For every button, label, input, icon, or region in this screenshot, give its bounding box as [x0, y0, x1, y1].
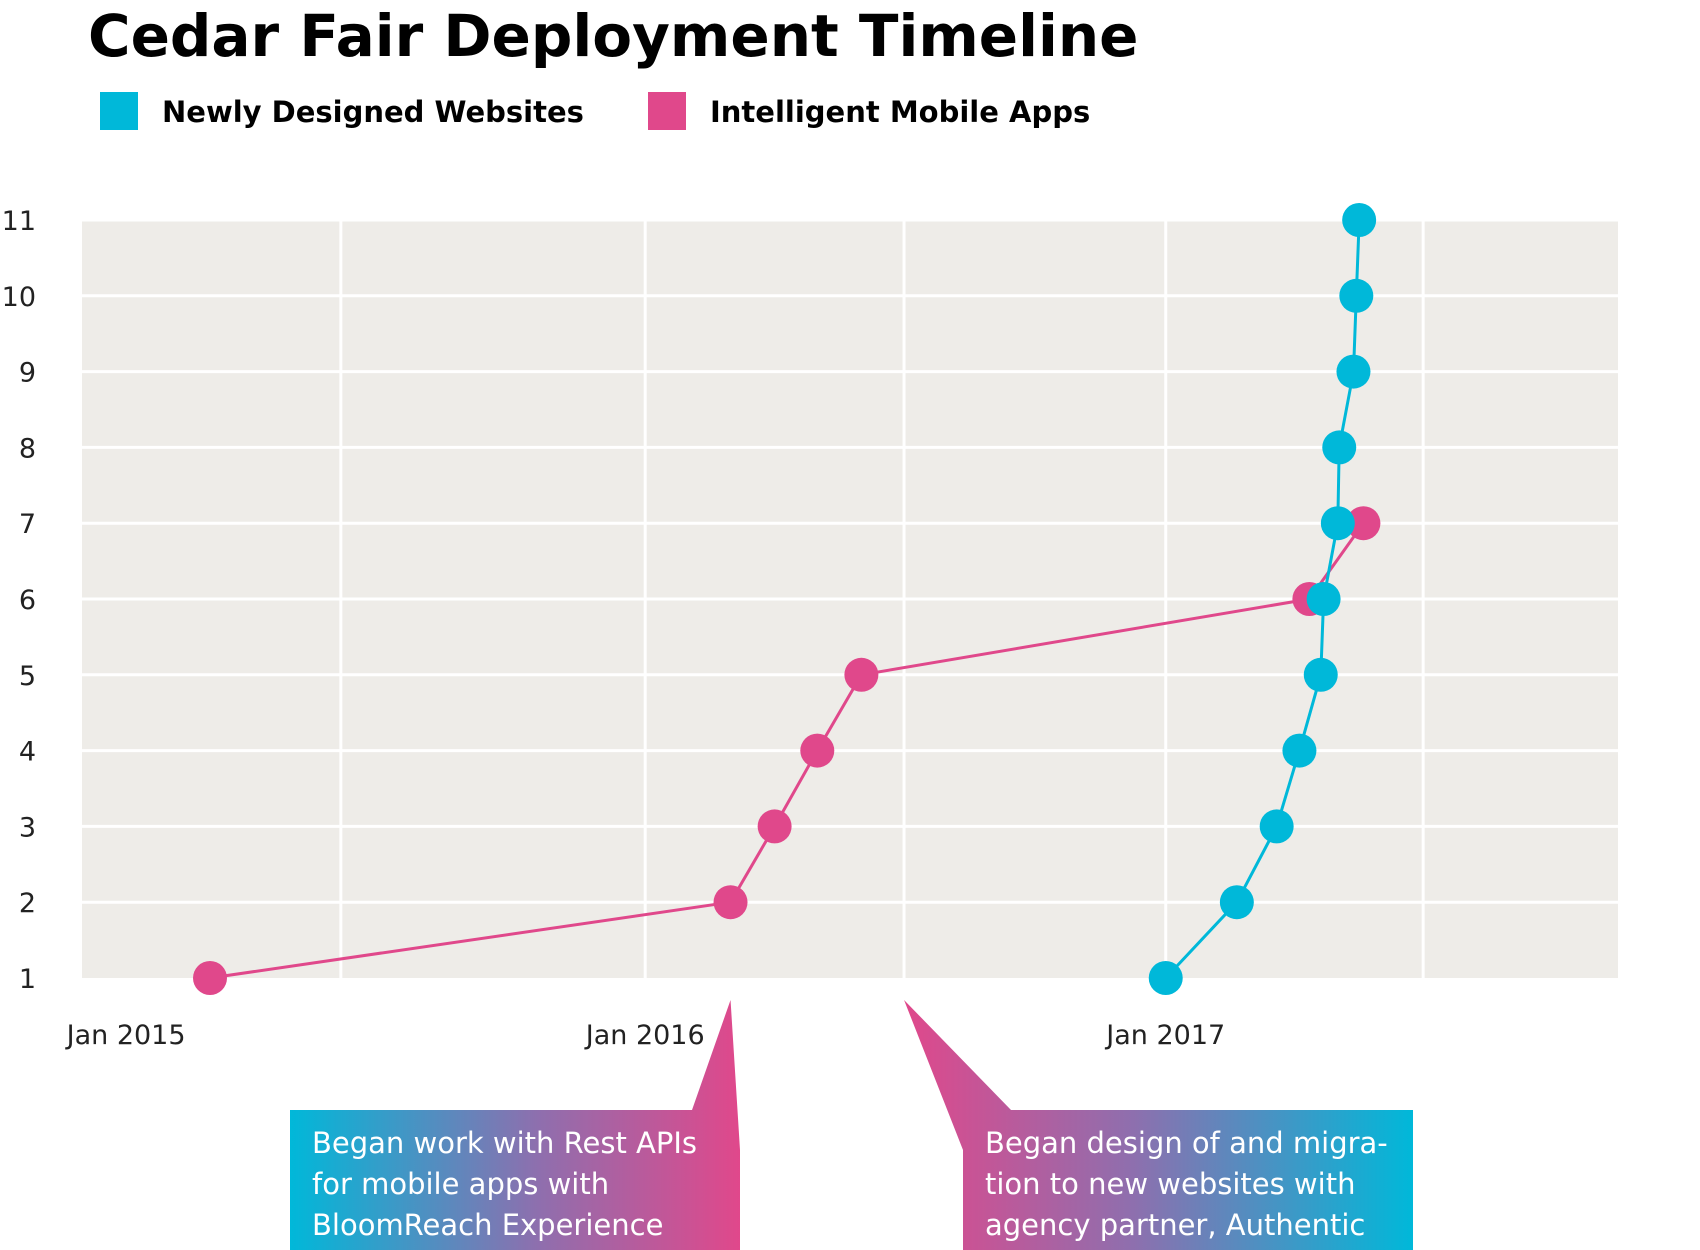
- data-point: [1282, 733, 1317, 768]
- data-point: [800, 733, 835, 768]
- callout-box: [290, 1000, 740, 1250]
- x-tick-label: Jan 2016: [584, 1020, 705, 1051]
- y-tick-label: 3: [19, 812, 36, 843]
- legend-label-apps: Intelligent Mobile Apps: [710, 95, 1090, 129]
- data-point: [1336, 354, 1371, 389]
- data-point: [1322, 430, 1357, 465]
- callout-line: for mobile apps with: [312, 1167, 609, 1201]
- x-tick-label: Jan 2015: [65, 1020, 186, 1051]
- annotations: Began work with Rest APIs for mobile apps…: [290, 1000, 1413, 1250]
- data-point: [1339, 278, 1374, 313]
- series-layer: [193, 203, 1381, 995]
- data-point: [844, 657, 879, 692]
- series-websites: [1148, 203, 1377, 995]
- callout-box: [904, 1000, 1413, 1250]
- y-tick-label: 10: [2, 282, 36, 313]
- data-point: [1303, 657, 1338, 692]
- callout-line: tion to new websites with: [985, 1167, 1355, 1201]
- callout-line: BloomReach Experience: [312, 1208, 663, 1242]
- y-tick-label: 8: [19, 433, 36, 464]
- data-point: [1259, 809, 1294, 844]
- data-point: [1219, 885, 1254, 920]
- y-tick-label: 5: [19, 661, 36, 692]
- chart-title: Cedar Fair Deployment Timeline: [88, 2, 1139, 70]
- y-tick-label: 2: [19, 888, 36, 919]
- data-point: [1320, 506, 1355, 541]
- y-axis-ticks: 1 2 3 4 5 6 7 8 9 10 11: [2, 206, 36, 995]
- legend: Newly Designed Websites Intelligent Mobi…: [100, 92, 1090, 130]
- data-point: [1346, 506, 1381, 541]
- legend-swatch-apps: [648, 92, 686, 130]
- y-tick-label: 9: [19, 358, 36, 389]
- y-tick-label: 7: [19, 509, 36, 540]
- callout-1: Began work with Rest APIs for mobile apps…: [290, 1000, 740, 1250]
- y-tick-label: 11: [2, 206, 36, 237]
- callout-line: Began design of and migra-: [985, 1126, 1388, 1160]
- data-point: [1342, 203, 1377, 237]
- legend-label-websites: Newly Designed Websites: [162, 95, 584, 129]
- callout-line: Began work with Rest APIs: [312, 1126, 697, 1160]
- y-tick-label: 1: [19, 964, 36, 995]
- data-point: [713, 885, 748, 920]
- legend-swatch-websites: [100, 92, 138, 130]
- data-point: [1306, 582, 1341, 616]
- x-axis-ticks: Jan 2015 Jan 2016 Jan 2017: [65, 1020, 1226, 1051]
- x-tick-label: Jan 2017: [1104, 1020, 1225, 1051]
- y-tick-label: 6: [19, 585, 36, 616]
- y-tick-label: 4: [19, 737, 36, 768]
- data-point: [1148, 961, 1183, 995]
- data-point: [757, 809, 792, 844]
- data-point: [193, 961, 227, 995]
- callout-2: Began design of and migra-tion to new we…: [904, 1000, 1413, 1250]
- callout-line: agency partner, Authentic: [985, 1208, 1365, 1242]
